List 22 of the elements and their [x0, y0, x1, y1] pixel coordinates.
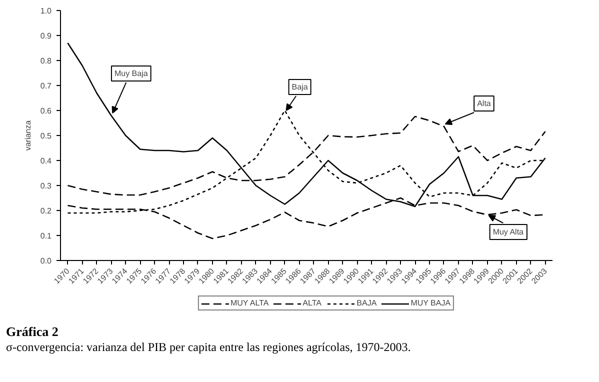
annotation: Alta [477, 99, 492, 108]
legend-label: MUY BAJA [410, 298, 451, 308]
annotation: Muy Alta [492, 228, 524, 236]
annotation: Baja [292, 82, 308, 92]
y-tick-label: 0.0 [40, 256, 52, 266]
legend-label: ALTA [302, 298, 322, 308]
annotation: Muy Baja [114, 69, 148, 78]
y-tick-label: 0.9 [40, 32, 52, 40]
y-tick-label: 0.7 [40, 82, 52, 90]
y-tick-label: 0.2 [40, 206, 52, 216]
y-axis-title: varianza [23, 120, 32, 151]
y-tick-label: 0.8 [40, 56, 52, 66]
text: Gráfica 2 [6, 323, 58, 341]
y-tick-label: 1.0 [40, 6, 52, 16]
y-tick-label: 0.6 [40, 106, 52, 116]
y-tick-label: 0.3 [40, 182, 52, 190]
legend-label: BAJA [356, 298, 377, 308]
legend-label: MUY ALTA [230, 298, 269, 308]
y-tick-label: 0.4 [40, 156, 52, 166]
text: σ-convergencia: varianza del PIB per capita entre las regiones agrícolas, 1970-2003. [6, 339, 411, 356]
y-tick-label: 0.1 [40, 232, 52, 240]
y-tick-label: 0.5 [40, 132, 52, 140]
